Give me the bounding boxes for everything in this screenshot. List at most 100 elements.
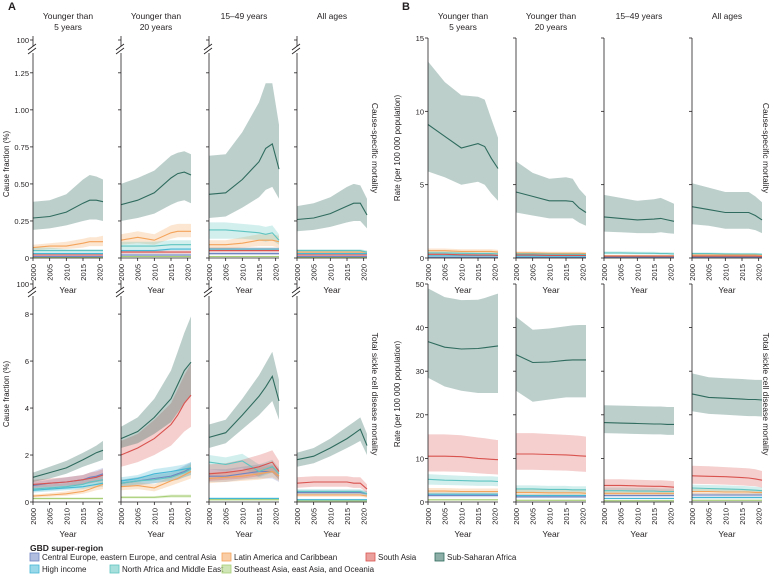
chart-panel-a-cause-specific: 100 0 0.25 0.50 0.75 1.00 1.25 2000 2005 2010 2015…: [14, 36, 369, 295]
series-line-nafme: [32, 479, 104, 490]
uncertainty-band-ssa: [121, 151, 191, 221]
x-axis-title: Year: [323, 529, 340, 539]
facet: 2000 2005 2010 2015 2020 Year: [688, 37, 764, 295]
row-label-b-bottom: Total sickle cell disease mortality: [761, 333, 771, 457]
series-line-nafme: [428, 252, 499, 255]
series-line-ssa: [120, 361, 192, 440]
series-line-nafme: [516, 253, 587, 256]
y-tick-label: 0: [420, 254, 424, 263]
x-tick-label: 2010: [62, 264, 71, 281]
x-tick-label: 2005: [441, 508, 450, 525]
axis-break-mark: [203, 43, 213, 51]
x-axis-title: Year: [323, 285, 340, 295]
column-title-line: 20 years: [140, 22, 173, 32]
uncertainty-band-ssa: [692, 373, 762, 417]
axis-break-mark: [115, 47, 125, 55]
facet: 2000 2005 2010 2015 2020 Year: [115, 280, 193, 539]
x-tick-label: 2015: [167, 508, 176, 525]
series-line-nafme: [427, 478, 499, 483]
column-title: All ages: [712, 11, 742, 21]
axis-break-mark: [27, 43, 37, 51]
x-tick-label: 2020: [360, 508, 369, 525]
x-axis-title: Year: [542, 529, 559, 539]
series-line-nafme: [121, 244, 191, 247]
series-line-sa: [32, 474, 104, 485]
series-line-ssa: [515, 354, 586, 364]
x-tick-label: 2020: [755, 508, 764, 525]
series-line-ssa: [691, 393, 763, 401]
y-tick-label: 0: [25, 254, 29, 263]
x-tick-label: 2010: [150, 508, 159, 525]
series-line-lac: [32, 483, 104, 497]
facet: 2000 2005 2010 2015 2020 Year: [115, 36, 193, 295]
x-axis-title: Year: [454, 285, 471, 295]
x-tick-label: 2015: [79, 264, 88, 281]
x-axis-title: Year: [718, 529, 735, 539]
column-title-line: 20 years: [535, 22, 568, 32]
legend-label: Latin America and Caribbean: [234, 553, 337, 562]
x-tick-label: 2000: [293, 264, 302, 281]
series-line-sa: [516, 453, 587, 457]
series-line-lac: [516, 252, 587, 255]
series-line-ssa: [427, 341, 499, 350]
x-axis-title: Year: [718, 285, 735, 295]
series-line-sa: [208, 461, 280, 475]
series-line-ssa: [296, 428, 368, 461]
y-tick-label: 20: [416, 411, 424, 420]
x-axis-title: Year: [59, 529, 76, 539]
x-tick-label: 2015: [79, 508, 88, 525]
legend-label: North Africa and Middle East: [122, 565, 224, 574]
uncertainty-band-ssa: [516, 316, 586, 402]
column-title-line: All ages: [712, 11, 742, 21]
x-tick-label: 2000: [424, 508, 433, 525]
panel-b-label: B: [402, 1, 410, 13]
series-line-lac: [428, 250, 499, 253]
axis-break-gap: [204, 289, 214, 296]
series-line-ssa: [603, 422, 674, 425]
legend-item-hi: High income: [29, 564, 87, 574]
x-tick-label: 2000: [293, 508, 302, 525]
series-line-lac: [209, 239, 280, 246]
y-tick-label: 0: [420, 498, 424, 507]
series-line-seao: [121, 495, 191, 498]
x-axis-title: Year: [235, 285, 252, 295]
x-tick-label: 2005: [310, 264, 319, 281]
facet: 100 0 2 4 6 8 2000 2005 2010 2015 2020 Year: [16, 280, 105, 539]
series-line-lac: [516, 491, 587, 494]
axis-break-gap: [292, 46, 302, 53]
y-tick-label: 1.00: [14, 106, 29, 115]
x-tick-label: 2000: [600, 264, 609, 281]
x-tick-label: 2010: [633, 264, 642, 281]
facet: 2000 2005 2010 2015 2020 Year: [203, 36, 281, 295]
x-tick-label: 2005: [46, 508, 55, 525]
series-line-hi: [32, 482, 104, 491]
y-tick-label-break: 100: [16, 280, 29, 289]
x-tick-label: 2000: [512, 508, 521, 525]
x-tick-label: 2005: [222, 264, 231, 281]
y-tick-label: 0: [25, 498, 29, 507]
axis-break-gap: [28, 46, 38, 53]
facet: 0 10 20 30 40 50 2000 2005 2010 2015 2020 Year: [416, 280, 500, 539]
row-label-a-bottom: Total sickle cell disease mortality: [370, 333, 380, 457]
x-tick-label: 2000: [29, 508, 38, 525]
y-title-b-bottom: Rate (per 100 000 population): [393, 341, 402, 448]
y-tick-label: 50: [416, 280, 424, 289]
column-title-line: All ages: [317, 11, 347, 21]
uncertainty-band-lac: [209, 465, 279, 484]
series-line-lac: [297, 494, 368, 497]
x-tick-label: 2010: [721, 508, 730, 525]
series-line-lac: [120, 471, 192, 489]
facet: 2000 2005 2010 2015 2020 Year: [512, 37, 588, 295]
x-tick-label: 2010: [457, 264, 466, 281]
facet: 2000 2005 2010 2015 2020 Year: [512, 283, 588, 539]
y-title-a-top: Cause fraction (%): [2, 131, 11, 198]
series-line-sa: [428, 253, 499, 256]
series-line-nafme: [297, 250, 368, 253]
axis-break-mark: [291, 43, 301, 51]
uncertainty-band-ssa: [297, 183, 367, 232]
uncertainty-band-ssa: [428, 61, 498, 201]
axis-break-mark: [203, 290, 213, 298]
column-title: 15–49 years: [221, 11, 268, 21]
x-tick-label: 2000: [29, 264, 38, 281]
